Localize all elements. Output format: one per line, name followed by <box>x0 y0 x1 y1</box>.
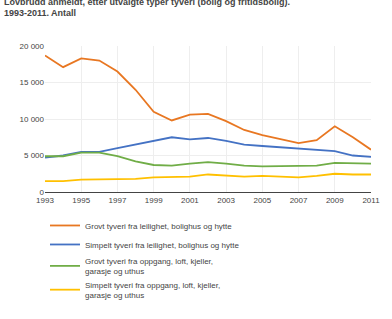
svg-text:1995: 1995 <box>72 196 90 205</box>
svg-text:15 000: 15 000 <box>20 78 45 87</box>
svg-text:10 000: 10 000 <box>20 115 45 124</box>
svg-text:Grovt tyveri fra leilighet, bo: Grovt tyveri fra leilighet, bolighus og … <box>85 222 232 231</box>
svg-text:20 000: 20 000 <box>20 42 45 51</box>
svg-text:1999: 1999 <box>145 196 163 205</box>
svg-text:2009: 2009 <box>326 196 344 205</box>
svg-text:2007: 2007 <box>290 196 308 205</box>
svg-text:2011: 2011 <box>362 196 380 205</box>
svg-text:Grovt tyveri fra oppgang, loft: Grovt tyveri fra oppgang, loft, kjeller,… <box>85 257 213 276</box>
svg-text:2001: 2001 <box>181 196 199 205</box>
svg-text:Simpelt tyveri fra leilighet,: Simpelt tyveri fra leilighet, bolighus o… <box>85 241 239 250</box>
svg-text:Lovbrudd anmeldt, etter utvalg: Lovbrudd anmeldt, etter utvalgte typer t… <box>4 0 290 18</box>
svg-text:2003: 2003 <box>217 196 235 205</box>
svg-text:2005: 2005 <box>253 196 271 205</box>
svg-text:1993: 1993 <box>36 196 54 205</box>
svg-text:0: 0 <box>40 188 45 197</box>
svg-text:1997: 1997 <box>109 196 127 205</box>
svg-text:5 000: 5 000 <box>24 151 45 160</box>
svg-text:Simpelt tyveri fra oppgang, lo: Simpelt tyveri fra oppgang, loft, kjelle… <box>85 281 220 300</box>
